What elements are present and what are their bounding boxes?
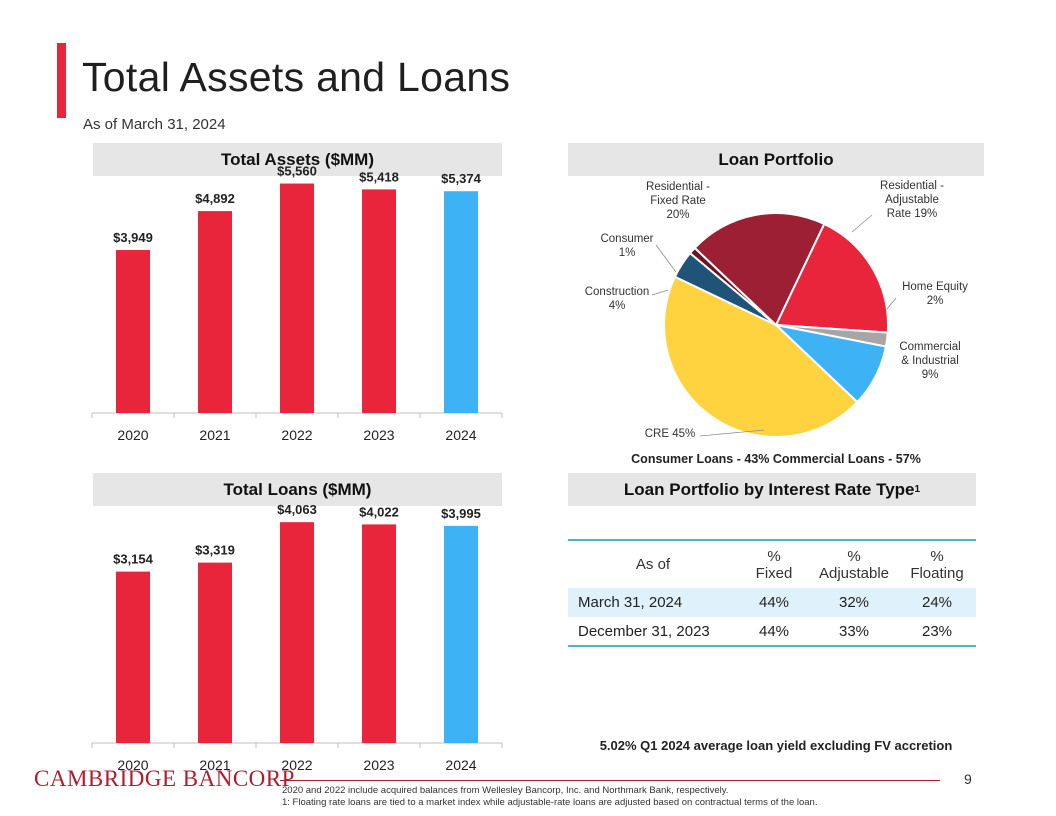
total-assets-bar-2022 [280,183,314,413]
pie-label: Consumer [600,233,653,245]
total-assets-bar-2021 [198,211,232,413]
pie-leader-line [655,244,677,273]
cell-as-of: March 31, 2024 [578,594,683,611]
cell-as-of: December 31, 2023 [578,622,710,640]
footnote-floating-rate: 1: Floating rate loans are tied to a mar… [282,797,818,808]
total-loans-category-label: 2023 [363,757,394,773]
total-loans-data-label: $4,022 [359,504,399,519]
cell-floating: 24% [921,594,953,611]
cell-adjustable: 33% [838,622,870,640]
total-loans-bar-2021 [198,562,232,743]
total-loans-bar-2023 [362,524,396,743]
pie-slice-cre [663,275,859,438]
rate-type-table-container: As of % Fixed % Adjustable % Floating March… [568,539,976,647]
total-loans-category-label: 2022 [281,757,312,773]
total-assets-bar-2020 [116,250,150,413]
total-assets-data-label: $5,374 [441,171,482,186]
table-row: December 31, 2023 44% 33% 23% [568,617,976,646]
total-loans-bar-2020 [116,571,150,743]
rate-type-title: Loan Portfolio by Interest Rate Type [623,479,915,499]
total-assets-data-label: $3,949 [113,230,153,245]
pie-label: Home Equity [902,281,968,293]
total-loans-category-label: 2024 [445,757,476,773]
total-loans-category-label: 2020 [117,757,148,773]
title-accent-bar [57,43,66,118]
total-assets-data-label: $5,560 [277,164,317,179]
total-assets-header: Total Assets ($MM) [93,143,502,176]
total-assets-category-label: 2022 [281,427,312,443]
pie-label: 1% [619,247,636,259]
loan-yield-note: 5.02% Q1 2024 average loan yield excludi… [599,738,953,753]
total-loans-data-label: $3,154 [113,552,154,567]
pie-label: Adjustable [885,194,939,206]
total-loans-bar-2022 [280,522,314,743]
footer-divider [280,780,940,781]
pie-label: Residential - [880,180,944,192]
header-floating: % Floating [910,547,964,582]
total-loans-header: Total Loans ($MM) [93,473,502,506]
cell-fixed: 44% [758,594,790,611]
rate-type-footnote-mark: 1 [914,484,921,495]
header-adjustable: % Adjustable [818,547,890,582]
total-assets-category-label: 2023 [363,427,394,443]
pie-label: & Industrial [901,355,959,367]
footnote-acquisitions: 2020 and 2022 include acquired balances … [282,785,729,796]
pie-leader-line [886,297,897,310]
loan-portfolio-header: Loan Portfolio [568,143,984,176]
total-loans-category-label: 2021 [199,757,230,773]
pie-leader-line [699,429,765,437]
page-subtitle: As of March 31, 2024 [83,116,226,133]
cell-adjustable: 32% [838,594,870,611]
total-assets-data-label: $5,418 [359,169,399,184]
total-assets-category-label: 2024 [445,427,476,443]
table-header-row: As of % Fixed % Adjustable % Floating [568,540,976,588]
total-assets-bar-2024 [444,191,478,413]
pie-leader-line [851,214,873,233]
pie-slice-residential-adjustable-rate [774,222,889,334]
total-assets-bar-2023 [362,189,396,413]
rate-type-header: Loan Portfolio by Interest Rate Type 1 [568,473,976,506]
page-number: 9 [964,771,972,787]
header-as-of: As of [635,556,671,573]
cell-floating: 23% [921,622,953,640]
rate-type-table: As of % Fixed % Adjustable % Floating March… [568,539,976,647]
pie-label: 9% [922,369,939,381]
total-assets-category-label: 2020 [117,427,148,443]
pie-label: Commercial [899,341,960,353]
pie-label: 2% [927,295,944,307]
header-fixed: % Fixed [755,547,793,582]
pie-label: CRE 45% [645,428,696,440]
pie-label: Rate 19% [887,208,938,220]
cambridge-bancorp-logo: CAMBRIDGE BANCORP [34,766,295,791]
pie-slice-residential-fixed-rate [693,212,826,327]
table-row: March 31, 2024 44% 32% 24% [568,588,976,617]
pie-label: 20% [666,209,689,221]
pie-label: Residential - [646,181,710,193]
pie-label: Fixed Rate [650,195,706,207]
total-assets-category-label: 2021 [199,427,230,443]
pie-label: 4% [609,300,626,312]
total-assets-data-label: $4,892 [195,191,235,206]
total-loans-data-label: $3,995 [441,506,481,521]
cell-fixed: 44% [758,622,790,640]
total-loans-data-label: $4,063 [277,502,317,517]
loan-mix-caption: Consumer Loans - 43% Commercial Loans - … [631,452,921,466]
total-loans-data-label: $3,319 [195,543,235,558]
page-title: Total Assets and Loans [82,54,511,100]
pie-label: Construction [585,286,650,298]
total-loans-bar-2024 [444,525,478,743]
pie-leader-line [651,289,669,296]
